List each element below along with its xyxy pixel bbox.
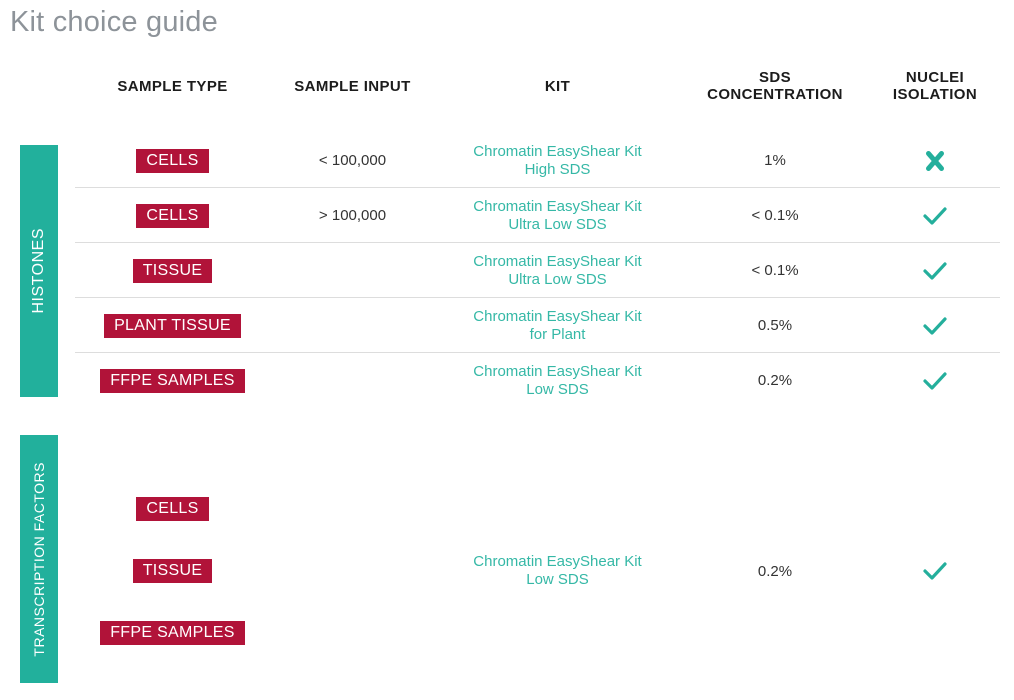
sample-type-badge: FFPE SAMPLES (100, 621, 245, 645)
row-spacer (0, 353, 75, 408)
column-header-sample-input: SAMPLE INPUT (294, 77, 411, 95)
kit-name-line1: Chromatin EasyShear Kit (473, 553, 642, 570)
table-row: CELLS > 100,000 Chromatin EasyShear Kit U… (0, 188, 1000, 243)
check-icon (923, 261, 947, 280)
kit-name-line1: Chromatin EasyShear Kit (473, 142, 642, 160)
sample-type-badge: TISSUE (132, 559, 213, 583)
row-spacer (0, 133, 75, 188)
check-icon (923, 316, 947, 335)
section-histones: HISTONES CELLS < 100,000 Chromatin EasyS… (0, 133, 1000, 408)
check-icon (923, 206, 947, 225)
kit-name-line2: High SDS (524, 160, 591, 178)
nuclei-isolation-mark (870, 298, 1000, 353)
check-icon (923, 562, 947, 580)
sds-concentration-value: 1% (764, 152, 786, 169)
tf-sample-type-list: CELLS TISSUE FFPE SAMPLES (75, 435, 270, 683)
table-row: PLANT TISSUE Chromatin EasyShear Kit for … (0, 298, 1000, 353)
kit-link[interactable]: Chromatin EasyShear Kit Ultra Low SDS (473, 253, 641, 289)
sample-type-badge: CELLS (136, 203, 209, 228)
sds-concentration-value: 0.2% (757, 372, 793, 389)
check-icon (923, 371, 947, 390)
row-spacer (0, 435, 75, 683)
sds-concentration-value: 0.2% (757, 562, 793, 580)
kit-name-line2: Low SDS (526, 571, 589, 588)
kit-name-line2: for Plant (529, 325, 586, 343)
kit-name-line1: Chromatin EasyShear Kit (473, 252, 642, 270)
kit-link[interactable]: Chromatin EasyShear Kit High SDS (473, 143, 641, 179)
sample-type-badge: CELLS (136, 497, 209, 521)
table-row: TISSUE Chromatin EasyShear Kit Ultra Low … (0, 243, 1000, 298)
column-header-kit: KIT (544, 77, 571, 95)
page-title: Kit choice guide (10, 6, 218, 38)
row-spacer (0, 298, 75, 353)
kit-name-line2: Ultra Low SDS (508, 215, 607, 233)
kit-name-line1: Chromatin EasyShear Kit (473, 362, 642, 380)
sample-input-value (270, 353, 435, 408)
kit-link[interactable]: Chromatin EasyShear Kit Low SDS (473, 363, 641, 399)
table-header-row: SAMPLE TYPE SAMPLE INPUT KIT SDS CONCENT… (0, 67, 1000, 105)
sample-type-badge: CELLS (136, 148, 209, 173)
sample-input-value: > 100,000 (318, 207, 387, 224)
kit-link[interactable]: Chromatin EasyShear Kit Low SDS (473, 553, 641, 589)
column-header-nuclei-isolation: NUCLEI ISOLATION (892, 69, 978, 103)
kit-link[interactable]: Chromatin EasyShear Kit Ultra Low SDS (473, 198, 641, 234)
section-transcription-factors: TRANSCRIPTION FACTORS CELLS TISSUE FFPE … (0, 435, 1000, 683)
nuclei-isolation-mark (870, 353, 1000, 408)
group-bar-transcription-factors: TRANSCRIPTION FACTORS (20, 435, 58, 683)
table-row: CELLS < 100,000 Chromatin EasyShear Kit H… (0, 133, 1000, 188)
nuclei-isolation-mark (870, 188, 1000, 243)
group-bar-histones: HISTONES (20, 145, 58, 397)
nuclei-isolation-mark (870, 133, 1000, 188)
column-header-sample-type: SAMPLE TYPE (117, 77, 228, 95)
table-row: CELLS TISSUE FFPE SAMPLES Chromatin Easy… (0, 435, 1000, 683)
sds-concentration-value: 0.5% (757, 317, 793, 334)
sample-input-value (270, 435, 435, 683)
kit-name-line1: Chromatin EasyShear Kit (473, 307, 642, 325)
sample-input-value (270, 298, 435, 353)
sample-type-badge: TISSUE (132, 258, 213, 283)
kit-name-line2: Ultra Low SDS (508, 270, 607, 288)
sample-type-badge: FFPE SAMPLES (100, 368, 245, 393)
row-spacer (0, 188, 75, 243)
kit-name-line1: Chromatin EasyShear Kit (473, 197, 642, 215)
nuclei-isolation-mark (870, 435, 1000, 683)
sds-concentration-value: < 0.1% (751, 207, 799, 224)
kit-name-line2: Low SDS (526, 380, 589, 398)
nuclei-isolation-mark (870, 243, 1000, 298)
header-spacer (0, 67, 75, 105)
table-row: FFPE SAMPLES Chromatin EasyShear Kit Low … (0, 353, 1000, 408)
sample-input-value: < 100,000 (318, 152, 387, 169)
sample-input-value (270, 243, 435, 298)
column-header-sds-concentration: SDS CONCENTRATION (707, 69, 843, 103)
sds-concentration-value: < 0.1% (751, 262, 799, 279)
cross-icon (926, 150, 944, 171)
sample-type-badge: PLANT TISSUE (104, 313, 241, 338)
kit-link[interactable]: Chromatin EasyShear Kit for Plant (473, 308, 641, 344)
row-spacer (0, 243, 75, 298)
